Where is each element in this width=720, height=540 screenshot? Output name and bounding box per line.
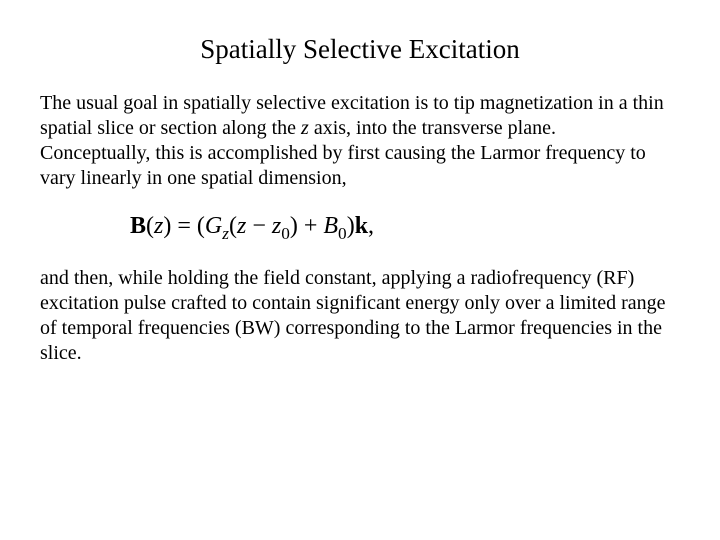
- eq-open2: (: [229, 213, 237, 239]
- slide-title: Spatially Selective Excitation: [40, 34, 680, 65]
- equation-block: B(z) = (Gz(z − z0) + B0)k,: [40, 213, 680, 240]
- paragraph-2: and then, while holding the field consta…: [40, 266, 680, 366]
- eq-close2: ) +: [290, 213, 324, 239]
- eq-open: (: [146, 213, 154, 239]
- eq-minus: −: [246, 213, 272, 239]
- eq-close-eq: ) = (: [163, 213, 205, 239]
- eq-z3: z: [272, 213, 281, 239]
- eq-k: k: [355, 213, 368, 239]
- eq-z2: z: [237, 213, 246, 239]
- para1-z-axis: z: [301, 117, 309, 139]
- paragraph-1: The usual goal in spatially selective ex…: [40, 91, 680, 191]
- para1-part-c: Conceptually, this is accomplished by fi…: [40, 142, 646, 189]
- eq-close3: ): [347, 213, 355, 239]
- equation: B(z) = (Gz(z − z0) + B0)k,: [130, 213, 374, 239]
- eq-B0-sub: 0: [338, 224, 347, 243]
- eq-B: B: [130, 213, 146, 239]
- eq-B0: B: [323, 213, 338, 239]
- eq-G: G: [205, 213, 222, 239]
- eq-z1: z: [154, 213, 163, 239]
- eq-z3-sub: 0: [281, 224, 290, 243]
- para1-part-b: axis, into the transverse plane.: [309, 117, 556, 139]
- eq-comma: ,: [368, 213, 374, 239]
- eq-G-sub: z: [222, 224, 229, 243]
